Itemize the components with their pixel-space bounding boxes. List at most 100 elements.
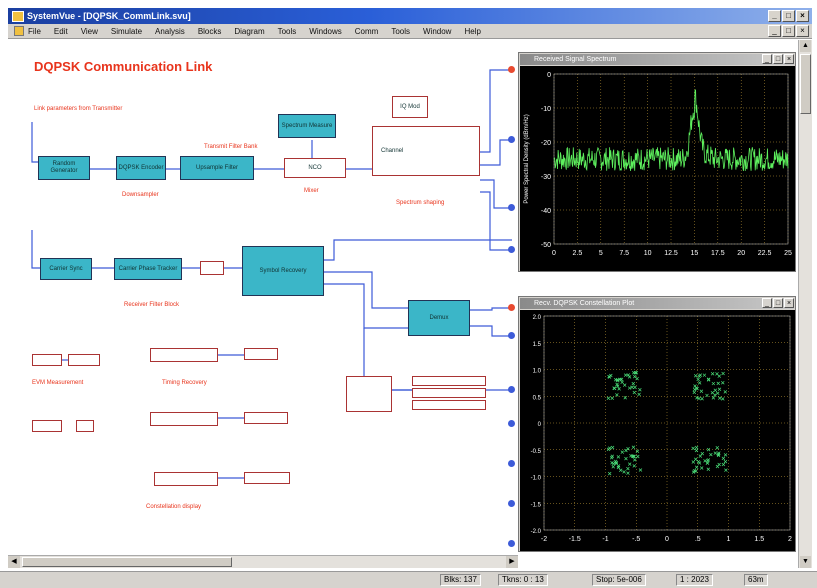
constellation-point — [723, 390, 728, 394]
block-sink-1[interactable] — [412, 376, 486, 386]
readout-block-1[interactable] — [244, 348, 278, 360]
constellation-point — [627, 386, 632, 390]
output-port[interactable] — [508, 460, 515, 467]
slider-block-1[interactable] — [150, 348, 218, 362]
readout-block-2[interactable] — [244, 412, 288, 424]
block-upsample-filter[interactable]: Upsample Filter — [180, 156, 254, 180]
x-tick-label: 2 — [788, 536, 792, 543]
constellation-point — [699, 389, 704, 393]
menu-windows[interactable]: Windows — [309, 26, 342, 36]
block-random-generator[interactable]: Random Generator — [38, 156, 90, 180]
constellation-point — [713, 451, 718, 455]
doc-close-button[interactable]: × — [796, 25, 809, 37]
plot-minimize-button[interactable]: _ — [762, 298, 772, 308]
output-port[interactable] — [508, 500, 515, 507]
constellation-point — [610, 445, 615, 450]
constellation-point — [607, 374, 611, 379]
scroll-left-arrow-icon[interactable]: ◀ — [8, 556, 20, 568]
block-dqpsk-encoder[interactable]: DQPSK Encoder — [116, 156, 166, 180]
constellation-point — [693, 384, 697, 388]
plot-close-button[interactable]: × — [784, 298, 794, 308]
block-iq-mod[interactable]: IQ Mod — [392, 96, 428, 118]
constellation-point — [620, 450, 625, 454]
block-symbol-recovery[interactable]: Symbol Recovery — [242, 246, 324, 296]
spectrum-plot: 0 2.5 5 7.5 10 12.5 15 17.5 20 22.5 25 0 -10 -20 -30 -4… — [520, 66, 795, 271]
block-spectrum-measure[interactable]: Spectrum Measure — [278, 114, 336, 138]
horizontal-scrollbar[interactable]: ◀ ▶ — [8, 555, 518, 568]
spectrum-plot-window[interactable]: Received Signal Spectrum _ □ × 0 2.5 5 7.5 1… — [518, 52, 796, 272]
constellation-point — [696, 377, 700, 382]
menu-analysis[interactable]: Analysis — [155, 26, 185, 36]
output-port[interactable] — [508, 66, 515, 73]
menu-edit[interactable]: Edit — [53, 26, 68, 36]
x-tick-label: 1 — [727, 536, 731, 543]
menu-window[interactable]: Window — [423, 26, 452, 36]
doc-minimize-button[interactable]: _ — [768, 25, 781, 37]
constellation-plot-titlebar[interactable]: Recv. DQPSK Constellation Plot _ □ × — [520, 298, 794, 309]
block-small-gain[interactable] — [200, 261, 224, 275]
output-port[interactable] — [508, 304, 515, 311]
scroll-up-arrow-icon[interactable]: ▲ — [800, 40, 811, 52]
constellation-point — [706, 377, 711, 382]
block-source-c[interactable] — [32, 420, 62, 432]
block-sink-2[interactable] — [412, 388, 486, 398]
minimize-button[interactable]: _ — [768, 10, 781, 22]
x-tick-label: 17.5 — [711, 250, 725, 257]
menu-help[interactable]: Help — [464, 26, 481, 36]
spectrum-plot-titlebar[interactable]: Received Signal Spectrum _ □ × — [520, 54, 794, 65]
slider-block-3[interactable] — [154, 472, 218, 486]
doc-restore-button[interactable]: □ — [782, 25, 795, 37]
menu-blocks[interactable]: Blocks — [197, 26, 222, 36]
y-tick-label: -0.5 — [531, 449, 542, 455]
vertical-scroll-thumb[interactable] — [800, 54, 811, 114]
constellation-point — [627, 375, 632, 379]
block-demux[interactable]: Demux — [408, 300, 470, 336]
slider-block-2[interactable] — [150, 412, 218, 426]
scroll-right-arrow-icon[interactable]: ▶ — [506, 556, 518, 568]
block-source-b[interactable] — [68, 354, 100, 366]
menu-simulate[interactable]: Simulate — [110, 26, 143, 36]
block-nco[interactable]: NCO — [284, 158, 346, 178]
menu-file[interactable]: File — [28, 26, 41, 36]
constellation-point — [614, 461, 618, 466]
block-channel[interactable]: Channel — [372, 126, 480, 176]
output-port[interactable] — [508, 246, 515, 253]
block-carrier-sync[interactable]: Carrier Sync — [40, 258, 92, 280]
close-button[interactable]: × — [796, 10, 809, 22]
menu-comm[interactable]: Comm — [354, 26, 379, 36]
plot-maximize-button[interactable]: □ — [773, 298, 783, 308]
plot-maximize-button[interactable]: □ — [773, 54, 783, 64]
constellation-point — [697, 381, 702, 385]
constellation-point — [711, 381, 716, 386]
constellation-point — [606, 447, 611, 452]
block-carrier-phase-tracker[interactable]: Carrier Phase Tracker — [114, 258, 182, 280]
output-port[interactable] — [508, 540, 515, 547]
output-port[interactable] — [508, 420, 515, 427]
plot-close-button[interactable]: × — [784, 54, 794, 64]
readout-block-3[interactable] — [244, 472, 290, 484]
menu-view[interactable]: View — [80, 26, 98, 36]
constellation-point — [635, 376, 639, 381]
plot-minimize-button[interactable]: _ — [762, 54, 772, 64]
document-icon[interactable] — [14, 26, 24, 36]
constellation-plot-window[interactable]: Recv. DQPSK Constellation Plot _ □ × -2-… — [518, 296, 796, 552]
horizontal-scroll-thumb[interactable] — [22, 557, 232, 567]
constellation-point — [626, 446, 630, 451]
vertical-scrollbar[interactable]: ▲ ▼ — [798, 40, 812, 568]
output-port[interactable] — [508, 136, 515, 143]
scroll-down-arrow-icon[interactable]: ▼ — [800, 556, 811, 568]
constellation-point — [609, 373, 613, 378]
menu-tools[interactable]: Tools — [277, 26, 297, 36]
block-source-d[interactable] — [76, 420, 94, 432]
constellation-point — [615, 393, 619, 397]
constellation-point — [723, 453, 728, 457]
block-sink-3[interactable] — [412, 400, 486, 410]
block-decision[interactable] — [346, 376, 392, 412]
output-port[interactable] — [508, 386, 515, 393]
output-port[interactable] — [508, 204, 515, 211]
menu-diagram[interactable]: Diagram — [234, 26, 265, 36]
block-source-a[interactable] — [32, 354, 62, 366]
output-port[interactable] — [508, 332, 515, 339]
maximize-button[interactable]: □ — [782, 10, 795, 22]
menu-tools-2[interactable]: Tools — [391, 26, 410, 36]
